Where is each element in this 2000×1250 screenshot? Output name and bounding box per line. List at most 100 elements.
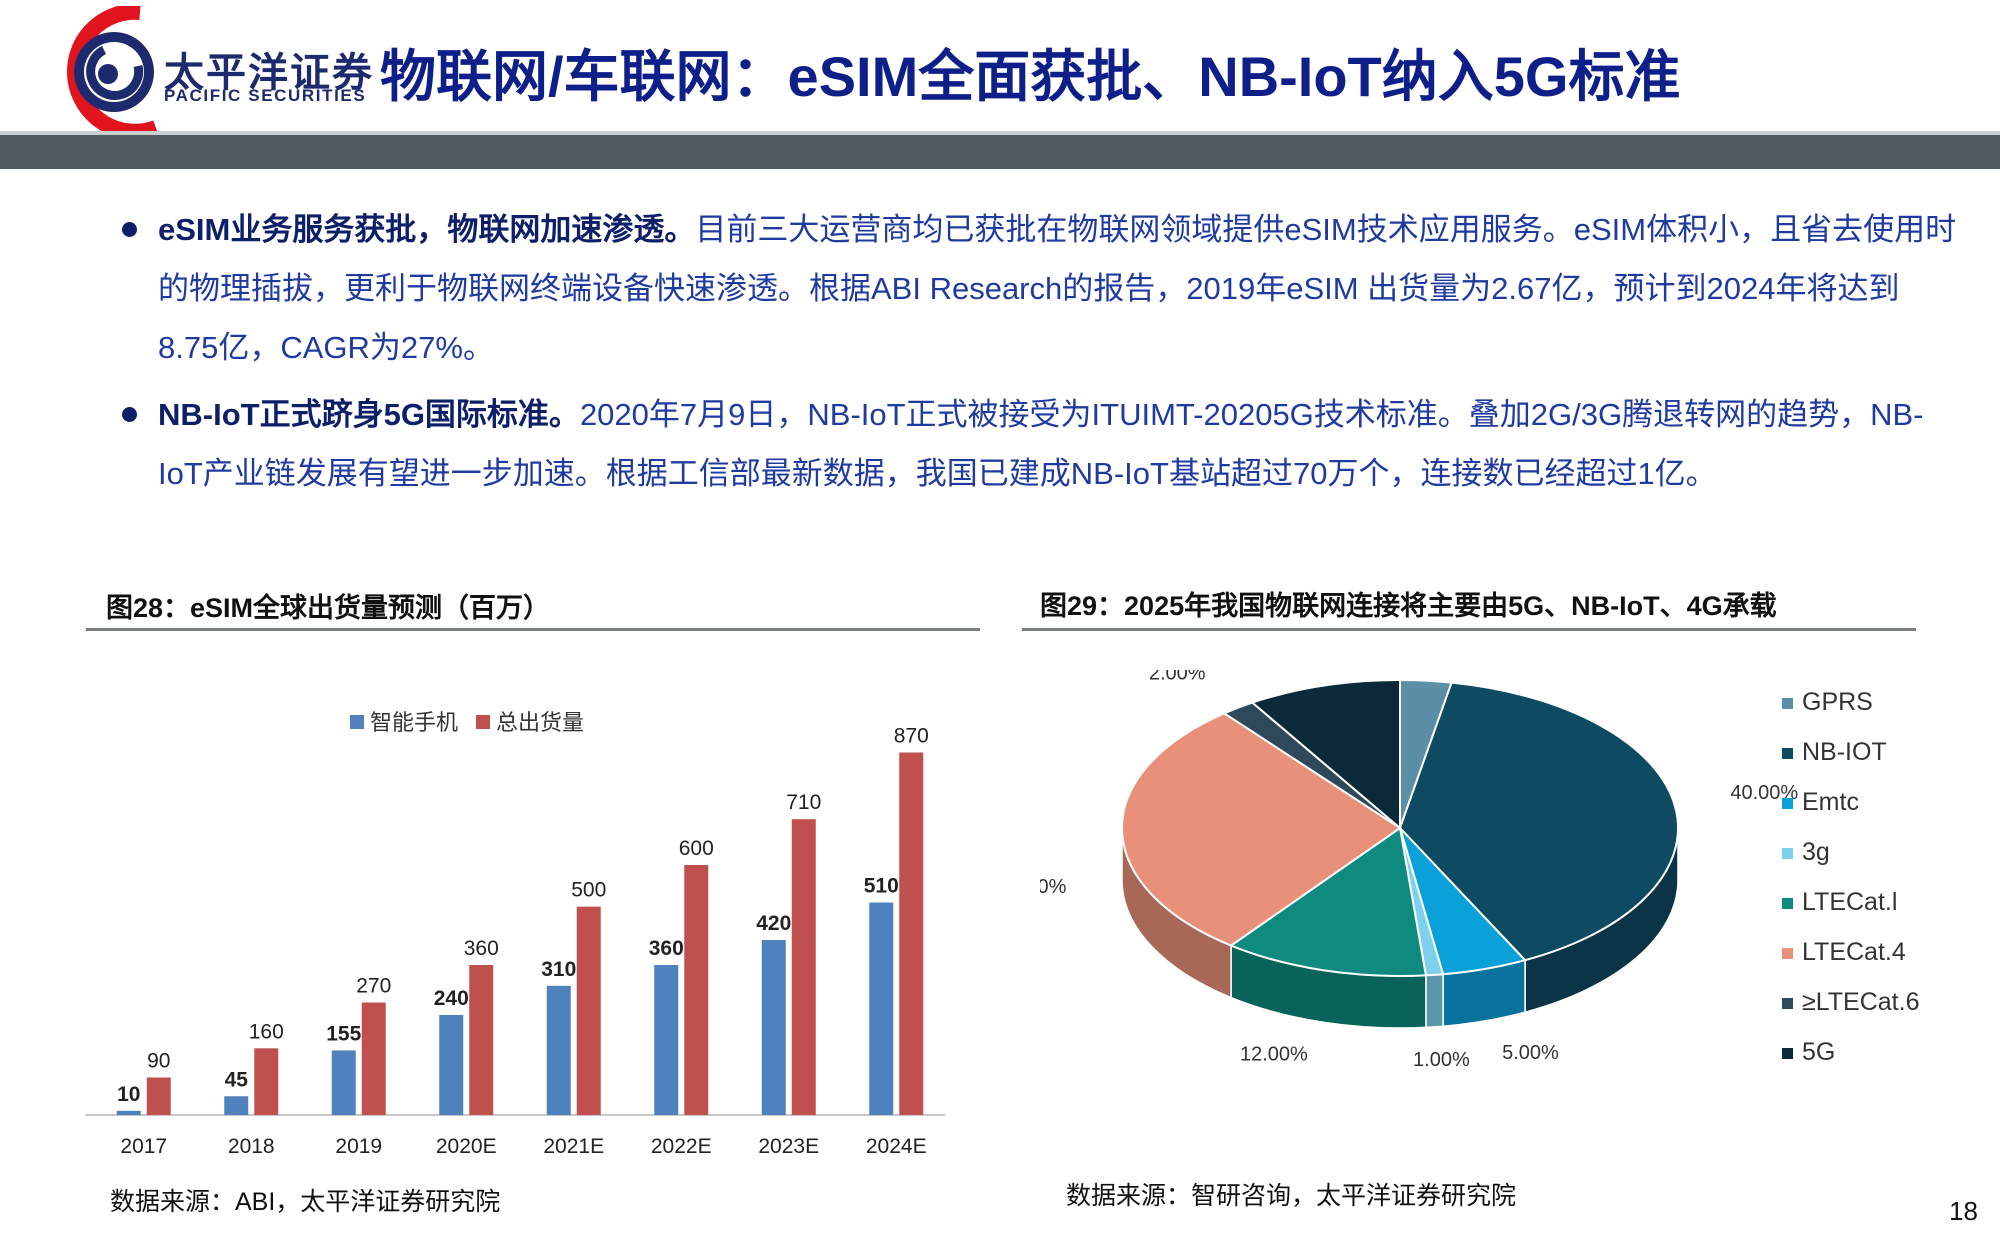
legend-swatch (1782, 948, 1793, 959)
bar-smartphone-2019 (331, 1050, 356, 1115)
data-label-total-2023E: 710 (786, 791, 821, 814)
legend-swatch (1782, 898, 1793, 909)
bar-smartphone-2021E (546, 985, 571, 1115)
bar-total-2023E (791, 819, 816, 1115)
data-label-smartphone-2019: 155 (326, 1022, 361, 1045)
legend-label: 总出货量 (496, 710, 584, 735)
legend-swatch (1782, 1048, 1793, 1059)
x-tick-label-2018: 2018 (228, 1135, 275, 1158)
legend-item-smartphone: 智能手机 (350, 710, 458, 735)
bullet-lead: eSIM业务服务获批，物联网加速渗透。 (158, 212, 696, 247)
x-tick-label-2022E: 2022E (651, 1135, 712, 1158)
legend-swatch (1782, 998, 1793, 1009)
bullet-dot-icon (122, 407, 137, 422)
legend-label: NB-IOT (1802, 738, 1887, 766)
iot-connection-pie-chart: 3.00%40.00%5.00%1.00%12.00%29.00%2.00%9.… (1040, 670, 1919, 1071)
data-label-total-2020E: 360 (464, 937, 499, 960)
page-number: 18 (1949, 1196, 1978, 1226)
pie-slice-5G (1250, 678, 1401, 831)
legend-swatch (350, 715, 364, 729)
bar-smartphone-2023E (761, 940, 786, 1115)
legend-item-5G: 5G (1782, 1038, 1835, 1066)
figure-29-title: 图29：2025年我国物联网连接将主要由5G、NB-IoT、4G承载 (1040, 591, 1777, 621)
x-tick-label-2021E: 2021E (543, 1135, 604, 1158)
legend-label: ≥LTECat.6 (1802, 988, 1919, 1016)
figure-29-source: 数据来源：智研咨询，太平洋证券研究院 (1066, 1182, 1517, 1210)
legend-item-Emtc: Emtc (1782, 788, 1859, 816)
bar-total-2021E (576, 906, 601, 1115)
pie-label-LTECat.4: 29.00% (1040, 876, 1067, 898)
bullet-lead: NB-IoT正式跻身5G国际标准。 (158, 397, 580, 432)
bar-smartphone-2020E (439, 1015, 464, 1115)
pie-side-walls (1121, 827, 1679, 1029)
esim-shipment-bar-chart: 10 90 2017 45 160 2018 155 270 2019 240 360 2020E 31… (85, 710, 945, 1158)
legend-label: GPRS (1802, 688, 1873, 716)
figure-28-rule (86, 628, 980, 631)
pie-slice-NB-IOT (1398, 681, 1679, 962)
bullet-list: eSIM业务服务获批，物联网加速渗透。目前三大运营商均已获批在物联网领域提供eS… (118, 200, 1958, 511)
legend-item-NB-IOT: NB-IOT (1782, 738, 1887, 766)
x-tick-label-2024E: 2024E (866, 1135, 927, 1158)
brand-name-en: PACIFIC SECURITIES (164, 86, 367, 105)
header-divider (0, 135, 2000, 169)
bar-total-2022E (684, 865, 709, 1115)
data-label-smartphone-2020E: 240 (434, 987, 469, 1010)
bullet-esim: eSIM业务服务获批，物联网加速渗透。目前三大运营商均已获批在物联网领域提供eS… (118, 200, 1958, 377)
legend-item-GPRS: GPRS (1782, 688, 1873, 716)
pie-label-LTECat.l: 12.00% (1240, 1044, 1308, 1066)
legend-item-3g: 3g (1782, 838, 1830, 866)
figure-28-source: 数据来源：ABI，太平洋证券研究院 (110, 1188, 501, 1216)
x-tick-label-2020E: 2020E (436, 1135, 497, 1158)
legend-item-LTECat.4: LTECat.4 (1782, 938, 1906, 966)
bar-total-2024E (899, 752, 924, 1115)
data-label-total-2024E: 870 (894, 725, 929, 748)
bar-smartphone-2024E (869, 902, 894, 1115)
header-divider-light (0, 131, 2000, 135)
pie-slice-LTECat.l (1228, 826, 1428, 977)
data-label-total-2021E: 500 (571, 879, 606, 902)
bar-smartphone-2022E (654, 965, 679, 1115)
data-label-smartphone-2021E: 310 (541, 958, 576, 981)
legend-swatch (1782, 748, 1793, 759)
bar-smartphone-2017 (116, 1110, 141, 1115)
legend-item-≥LTECat.6: ≥LTECat.6 (1782, 988, 1919, 1016)
pie-slice-LTECat.4 (1121, 712, 1402, 947)
legend-swatch (476, 715, 490, 729)
legend-label: LTECat.l (1802, 888, 1897, 916)
pie-label-3g: 1.00% (1413, 1049, 1470, 1071)
x-tick-label-2019: 2019 (335, 1135, 382, 1158)
legend-swatch (1782, 698, 1793, 709)
data-label-smartphone-2024E: 510 (864, 875, 899, 898)
data-label-smartphone-2017: 10 (117, 1083, 140, 1106)
data-label-total-2017: 90 (147, 1050, 170, 1073)
bullet-text: 2020年7月9日，NB-IoT正式被接受为ITUIMT-20205G技术标准。… (158, 397, 1924, 491)
data-label-smartphone-2018: 45 (225, 1068, 249, 1091)
page-title: 物联网/车联网：eSIM全面获批、NB-IoT纳入5G标准 (380, 45, 1681, 108)
data-label-total-2019: 270 (356, 975, 391, 998)
bullet-dot-icon (122, 222, 137, 237)
bar-total-2020E (469, 965, 494, 1115)
x-tick-label-2017: 2017 (120, 1135, 167, 1158)
data-label-smartphone-2023E: 420 (756, 912, 791, 935)
data-label-total-2018: 160 (249, 1020, 284, 1043)
legend-label: 智能手机 (370, 710, 458, 735)
data-label-smartphone-2022E: 360 (649, 937, 684, 960)
bar-total-2018 (254, 1048, 279, 1115)
pie-side-3g (1425, 973, 1444, 1029)
pie-label-NB-IOT: 40.00% (1730, 782, 1798, 804)
page-header: 太平洋证券 PACIFIC SECURITIES 物联网/车联网：eSIM全面获… (0, 0, 2000, 169)
figure-29-rule (1022, 628, 1916, 631)
legend-swatch (1782, 798, 1793, 809)
legend-label: 5G (1802, 1038, 1835, 1066)
bar-smartphone-2018 (224, 1096, 249, 1115)
bar-total-2017 (146, 1077, 171, 1115)
brand-name-cn: 太平洋证券 (164, 51, 374, 95)
pacific-securities-logo (67, 6, 159, 134)
legend-label: LTECat.4 (1802, 938, 1906, 966)
legend-item-total: 总出货量 (476, 710, 584, 735)
pie-label-Emtc: 5.00% (1502, 1042, 1559, 1064)
legend-label: 3g (1802, 838, 1830, 866)
legend-swatch (1782, 848, 1793, 859)
legend-label: Emtc (1802, 788, 1859, 816)
figure-28-title: 图28：eSIM全球出货量预测（百万） (106, 593, 551, 623)
